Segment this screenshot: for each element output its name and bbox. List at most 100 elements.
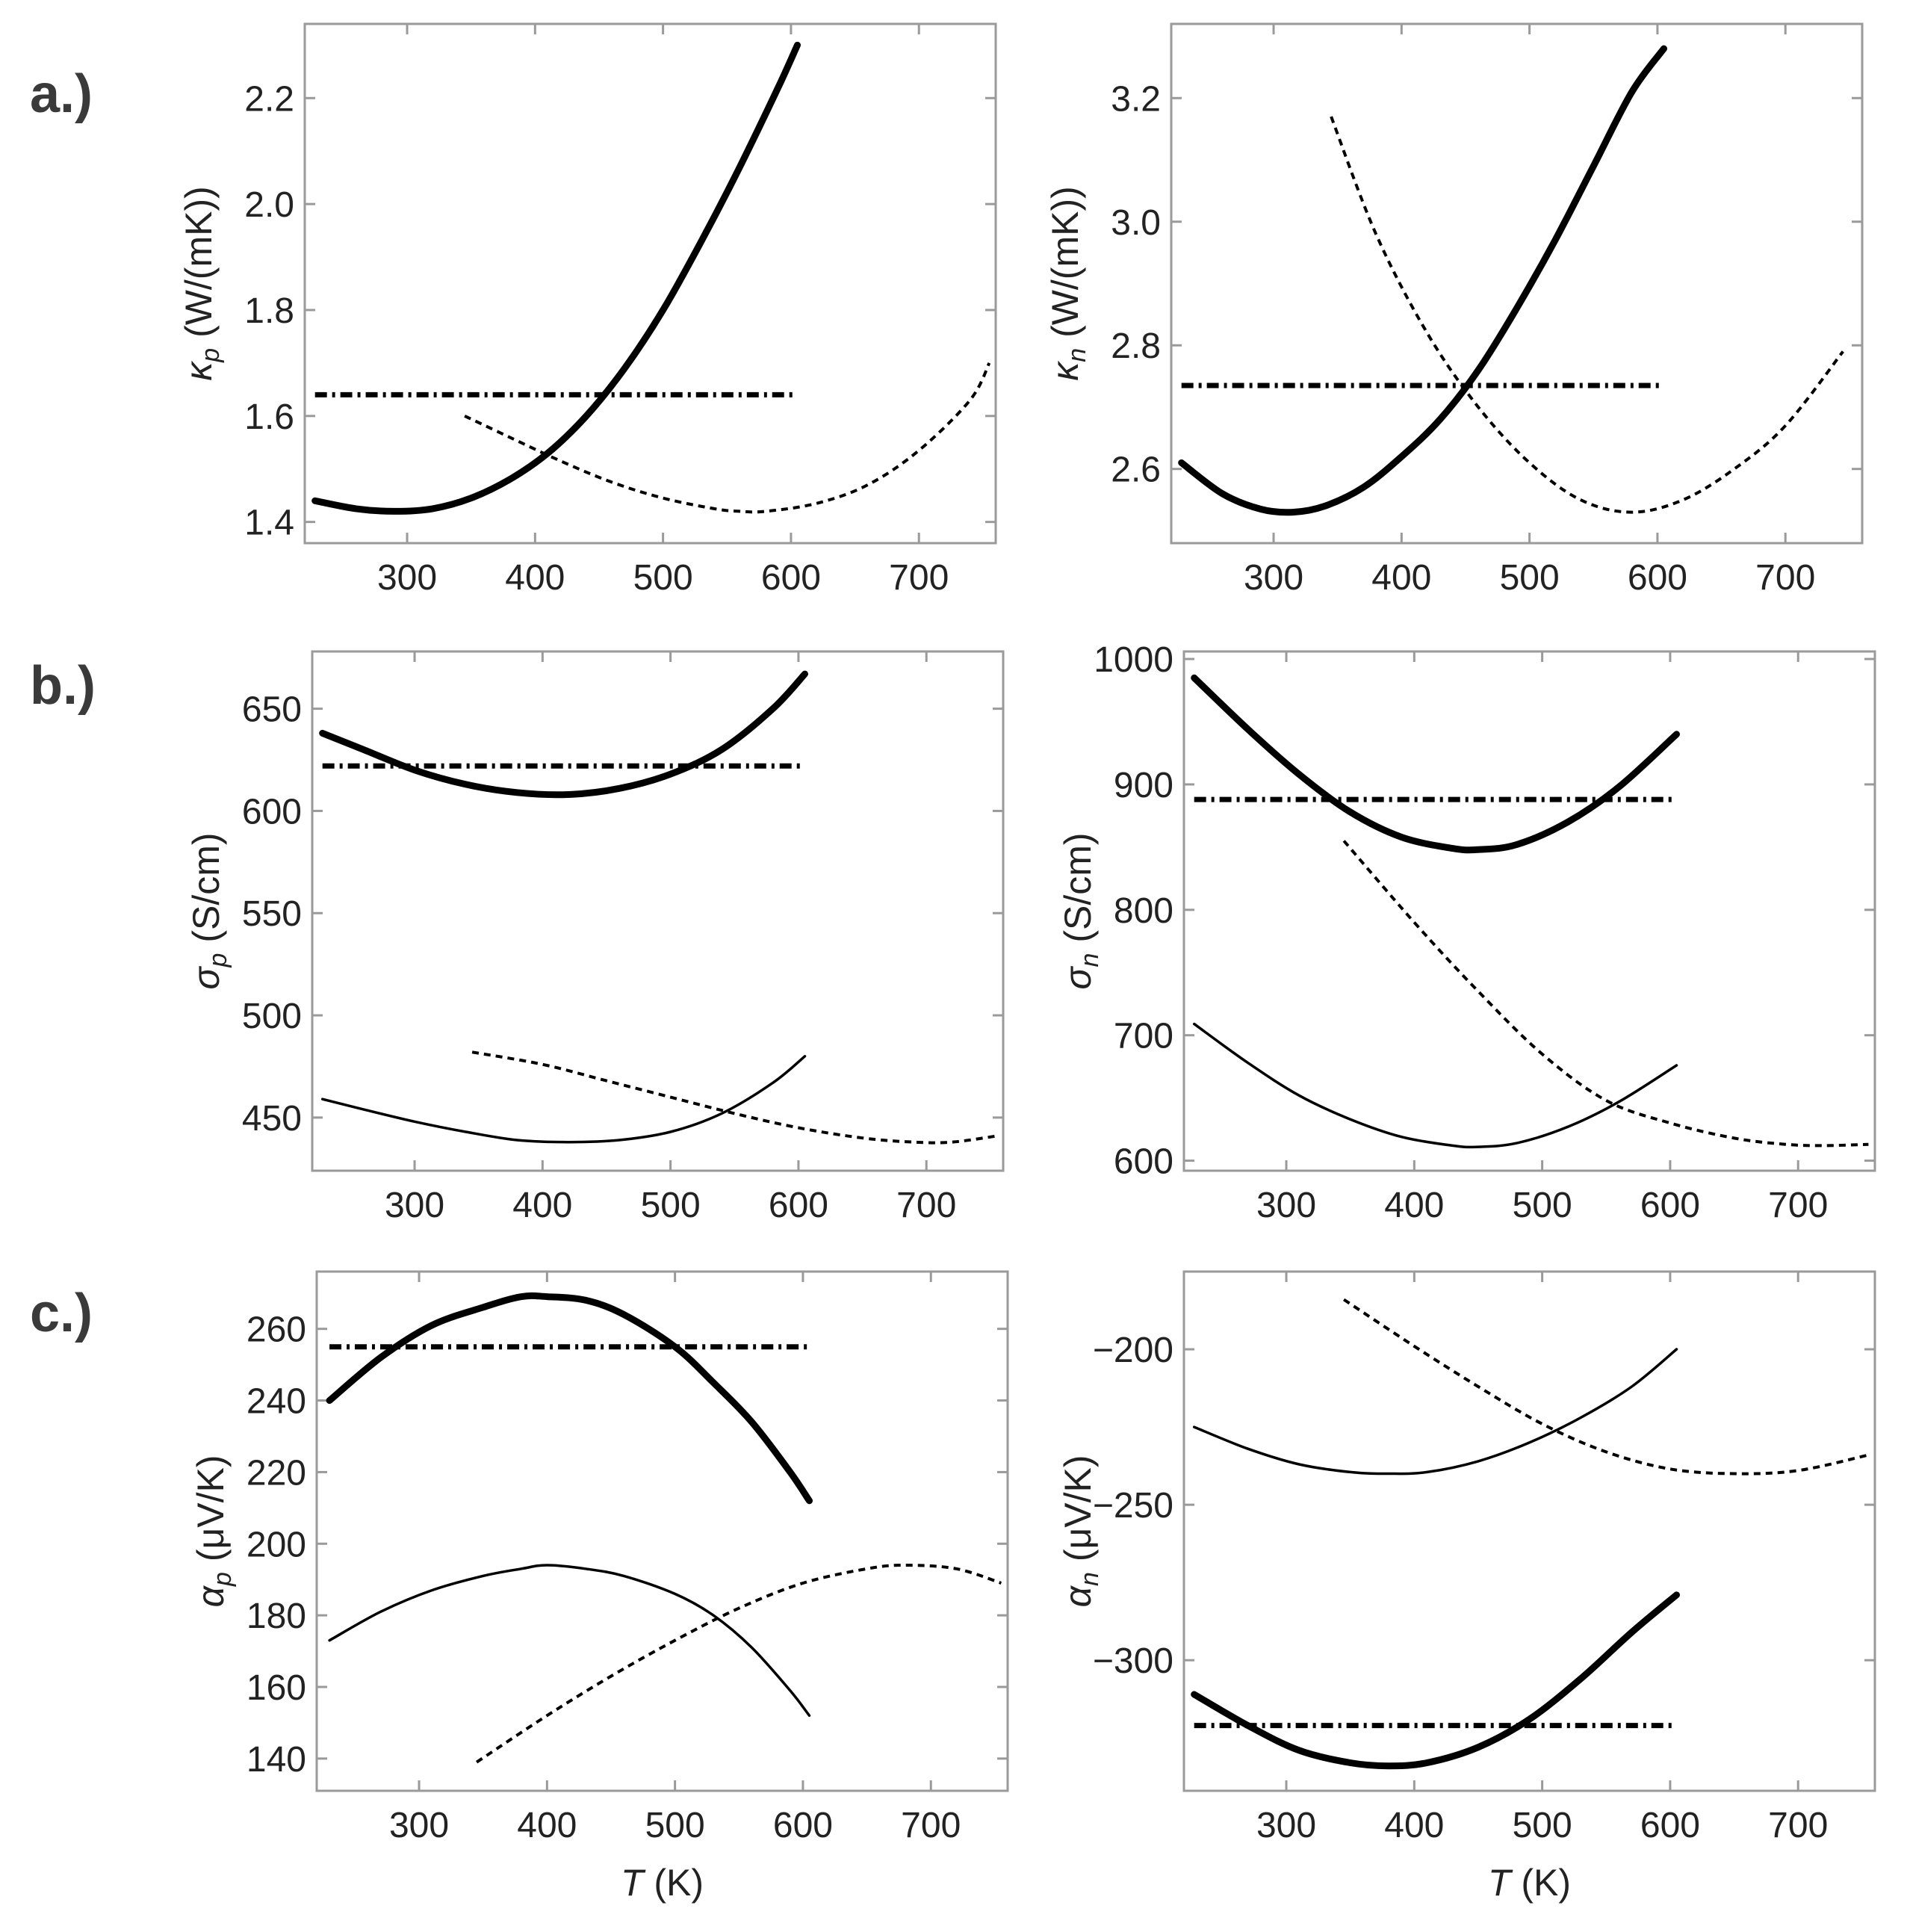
- y-axis-label: αp (μV/K): [190, 1455, 237, 1607]
- plot-frame: [1182, 1270, 1876, 1792]
- x-tick-label: 500: [633, 558, 693, 598]
- y-axis-units: (W/(mK)): [178, 186, 220, 348]
- x-tick-label: 400: [505, 558, 565, 598]
- y-axis-symbol: κ: [178, 360, 220, 381]
- panel-label-c: c.): [30, 1284, 93, 1343]
- series-dashed-line: [1342, 840, 1869, 1148]
- y-tick-label: 140: [246, 1740, 306, 1780]
- series-dashed-line: [471, 1050, 997, 1145]
- x-axis-label: T (K): [621, 1862, 704, 1904]
- y-tick-label: 700: [1114, 1017, 1173, 1056]
- y-tick-label: 500: [242, 997, 302, 1036]
- y-axis-symbol: σ: [1057, 966, 1099, 990]
- series-dashed-line: [1330, 116, 1844, 514]
- y-axis-label: σp (S/cm): [185, 832, 232, 989]
- x-tick-label: 700: [889, 558, 949, 598]
- y-tick-label: 260: [246, 1310, 306, 1350]
- plot-frame: [311, 650, 1005, 1172]
- y-tick-label: 800: [1114, 891, 1173, 931]
- x-tick-label: 700: [1768, 1806, 1828, 1845]
- chart-6: 300 400 500 600 700 −300 −250 −200 αn (μV/K) T (K…: [1057, 1270, 1876, 1904]
- y-axis-units: (μV/K): [1057, 1455, 1099, 1572]
- series-dashed-line: [464, 362, 991, 514]
- x-tick-label: 300: [1244, 558, 1303, 598]
- y-tick-label: 1.6: [244, 397, 294, 437]
- y-tick-label: 600: [1114, 1142, 1173, 1182]
- y-tick-label: 1.4: [244, 504, 294, 543]
- x-tick-label: 300: [1256, 1806, 1316, 1845]
- x-tick-label: 400: [517, 1806, 577, 1845]
- plot-frame: [315, 1270, 1009, 1792]
- y-tick-label: 2.2: [244, 79, 294, 119]
- x-axis-units: (K): [644, 1862, 704, 1904]
- series-thick-line: [326, 1292, 813, 1505]
- x-tick-label: 500: [641, 1186, 701, 1225]
- x-tick-label: 400: [1384, 1806, 1444, 1845]
- y-axis-label: σn (S/cm): [1057, 832, 1104, 989]
- x-tick-label: 300: [385, 1186, 444, 1225]
- y-tick-label: 900: [1114, 766, 1173, 805]
- series-dashed-line: [1342, 1298, 1869, 1476]
- y-tick-label: 3.2: [1111, 79, 1161, 119]
- y-axis-subscript: n: [1076, 953, 1104, 967]
- y-axis-units: (S/cm): [185, 832, 227, 953]
- x-tick-label: 600: [769, 1186, 828, 1225]
- x-axis-units: (K): [1511, 1862, 1572, 1904]
- chart-5: 300 400 500 600 700 140 160 180 200 220 240 260 αp (…: [190, 1270, 1009, 1904]
- y-axis-subscript: p: [204, 953, 232, 968]
- x-tick-label: 300: [377, 558, 437, 598]
- plot-frame: [1170, 22, 1864, 545]
- panel-label-a: a.): [30, 64, 93, 124]
- x-tick-label: 600: [1640, 1806, 1700, 1845]
- plot-frame: [1182, 650, 1876, 1172]
- y-tick-label: 2.0: [244, 185, 294, 225]
- x-tick-label: 700: [901, 1806, 961, 1845]
- plot-frame: [303, 22, 997, 545]
- y-tick-label: 2.6: [1111, 451, 1161, 490]
- chart-2: 300 400 500 600 700 2.6 2.8 3.0 3.2 κn (W/(mK)): [1044, 22, 1864, 598]
- x-tick-label: 400: [512, 1186, 572, 1225]
- x-tick-label: 500: [1513, 1186, 1572, 1225]
- x-axis-symbol: T: [1488, 1862, 1513, 1904]
- x-tick-label: 500: [1500, 558, 1560, 598]
- series-thick-line: [1191, 674, 1680, 854]
- x-tick-label: 300: [1256, 1186, 1316, 1225]
- y-tick-label: 160: [246, 1668, 306, 1708]
- series-thin-line: [1192, 1022, 1678, 1149]
- x-tick-label: 700: [1755, 558, 1815, 598]
- y-axis-label: κn (W/(mK)): [1044, 186, 1091, 381]
- y-axis-subscript: p: [196, 348, 225, 363]
- x-tick-label: 600: [773, 1806, 833, 1845]
- y-tick-label: 1.8: [244, 291, 294, 331]
- series-dashed-line: [475, 1564, 1002, 1764]
- y-tick-label: −250: [1093, 1486, 1173, 1526]
- x-axis-symbol: T: [621, 1862, 646, 1904]
- y-tick-label: 220: [246, 1453, 306, 1493]
- y-axis-label: κp (W/(mK)): [178, 186, 225, 381]
- y-axis-units: (μV/K): [190, 1455, 232, 1572]
- y-tick-label: 600: [242, 792, 302, 832]
- y-axis-subscript: n: [1063, 348, 1091, 362]
- panel-label-b: b.): [30, 656, 96, 716]
- y-axis-subscript: p: [208, 1572, 237, 1587]
- x-tick-label: 600: [761, 558, 821, 598]
- y-axis-symbol: κ: [1044, 360, 1086, 381]
- x-tick-label: 700: [1768, 1186, 1828, 1225]
- x-tick-label: 400: [1371, 558, 1431, 598]
- y-tick-label: 3.0: [1111, 203, 1161, 243]
- series-thin-line: [328, 1564, 811, 1718]
- x-tick-label: 600: [1628, 558, 1687, 598]
- y-axis-symbol: σ: [185, 966, 227, 990]
- chart-4: 300 400 500 600 700 600 700 800 900 1000 σn (S/cm): [1057, 640, 1876, 1225]
- y-tick-label: 550: [242, 894, 302, 934]
- x-axis-label: T (K): [1488, 1862, 1571, 1904]
- series-thin-line: [1192, 1348, 1678, 1476]
- y-axis-symbol: α: [1057, 1585, 1099, 1608]
- y-tick-label: 240: [246, 1382, 306, 1422]
- y-tick-label: 1000: [1094, 640, 1173, 680]
- y-axis-symbol: α: [190, 1585, 232, 1608]
- chart-1: 300 400 500 600 700 1.4 1.6 1.8 2.0 2.2 κp (W/(mK)…: [178, 22, 997, 598]
- series-thin-line: [320, 1055, 807, 1144]
